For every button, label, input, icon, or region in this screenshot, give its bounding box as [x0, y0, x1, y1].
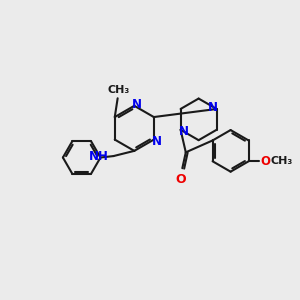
- Text: N: N: [152, 134, 162, 148]
- Text: O: O: [260, 155, 270, 168]
- Text: CH₃: CH₃: [271, 156, 293, 166]
- Text: CH₃: CH₃: [107, 85, 130, 94]
- Text: O: O: [176, 173, 186, 186]
- Text: N: N: [208, 101, 218, 114]
- Text: N: N: [132, 98, 142, 111]
- Text: N: N: [179, 125, 189, 138]
- Text: NH: NH: [88, 150, 108, 163]
